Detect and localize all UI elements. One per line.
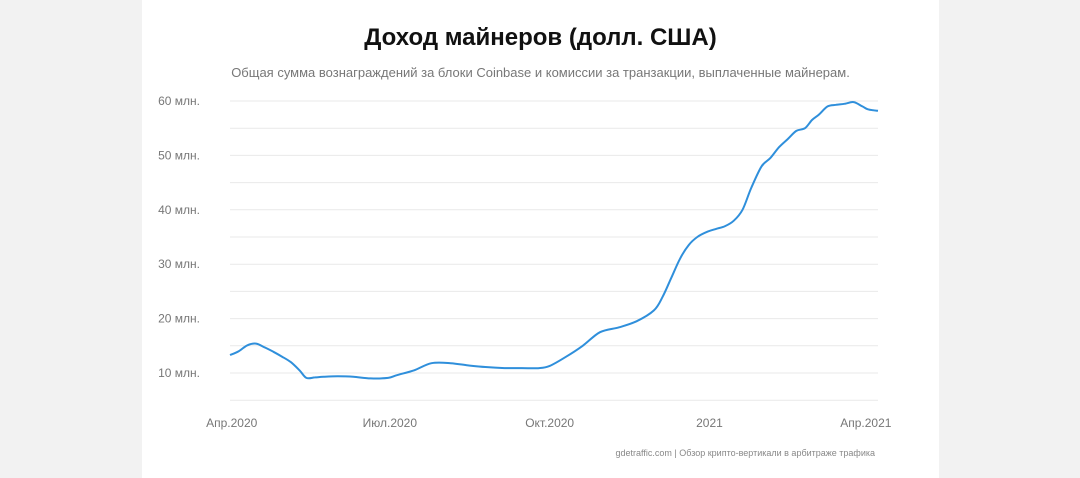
x-tick-label: Апр.2020	[206, 416, 258, 430]
x-axis-ticks: Апр.2020 Июл.2020 Окт.2020 2021 Апр.2021	[206, 416, 892, 430]
y-tick-label: 30 млн.	[158, 257, 200, 271]
y-tick-label: 60 млн.	[158, 94, 200, 108]
x-tick-label: Июл.2020	[363, 416, 418, 430]
x-tick-label: 2021	[696, 416, 723, 430]
y-tick-label: 50 млн.	[158, 148, 200, 162]
grid-lines	[230, 100, 878, 401]
y-axis-ticks: 10 млн. 20 млн. 30 млн. 40 млн. 50 млн. 60 мл…	[158, 94, 200, 380]
chart-card: Доход майнеров (долл. США) Общая сумма в…	[142, 0, 939, 478]
source-footer: gdetraffic.com | Обзор крипто-вертикали …	[615, 448, 875, 458]
miner-revenue-line	[229, 101, 879, 380]
y-tick-label: 10 млн.	[158, 366, 200, 380]
chart-title: Доход майнеров (долл. США)	[364, 24, 717, 51]
y-tick-label: 40 млн.	[158, 203, 200, 217]
chart-subtitle: Общая сумма вознаграждений за блоки Coin…	[231, 65, 850, 80]
x-tick-label: Окт.2020	[525, 416, 574, 430]
series-layer	[229, 101, 879, 380]
line-chart: 10 млн. 20 млн. 30 млн. 40 млн. 50 млн. 60 мл…	[158, 94, 892, 430]
x-tick-label: Апр.2021	[840, 416, 892, 430]
y-tick-label: 20 млн.	[158, 312, 200, 326]
